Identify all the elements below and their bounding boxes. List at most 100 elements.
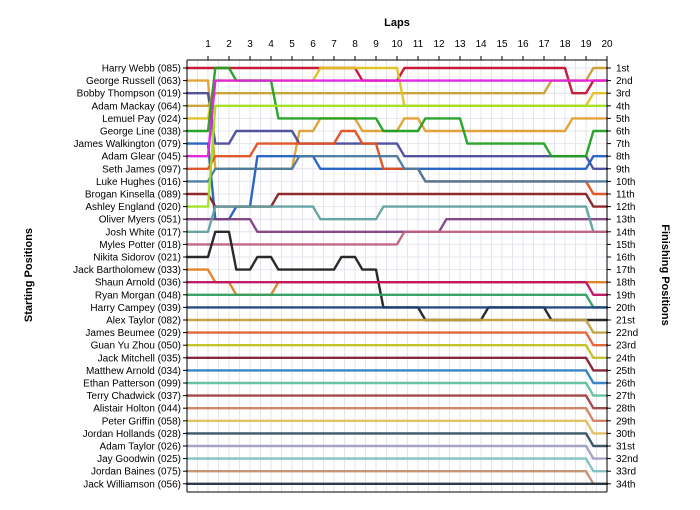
starting-driver-label: Luke Hughes (016) (96, 177, 181, 188)
finishing-position-label: 21st (616, 316, 635, 327)
finishing-position-label: 2nd (616, 76, 633, 87)
finishing-position-label: 28th (616, 404, 635, 415)
finishing-position-label: 27th (616, 391, 635, 402)
finishing-position-label: 30th (616, 429, 635, 440)
lap-tick-label: 7 (331, 39, 337, 50)
starting-driver-label: Alistair Holton (044) (93, 404, 181, 415)
finishing-position-label: 31st (616, 442, 635, 453)
lap-tick-label: 16 (517, 39, 529, 50)
starting-driver-label: Harry Webb (085) (102, 64, 181, 75)
starting-driver-label: Seth James (097) (102, 164, 181, 175)
finishing-position-label: 14th (616, 227, 635, 238)
lap-tick-label: 15 (496, 39, 508, 50)
starting-driver-label: Adam Taylor (026) (99, 442, 181, 453)
finishing-position-label: 32nd (616, 454, 638, 465)
lap-tick-label: 20 (601, 39, 613, 50)
starting-driver-label: Jack Bartholomew (033) (73, 265, 181, 276)
lap-tick-label: 9 (373, 39, 379, 50)
starting-driver-label: Bobby Thompson (019) (77, 89, 181, 100)
starting-driver-label: Ethan Patterson (099) (83, 379, 181, 390)
labels: 1 2 3 4 5 6 7 8 9 10 11 12 13 14 15 16 17 18 19 201st2nd3rd… (73, 39, 638, 490)
starting-driver-label: Josh White (017) (105, 227, 181, 238)
axes (183, 56, 611, 493)
lap-tick-label: 19 (580, 39, 592, 50)
series-line (185, 356, 609, 372)
finishing-position-label: 7th (616, 139, 630, 150)
finishing-position-label: 10th (616, 177, 635, 188)
starting-driver-label: Terry Chadwick (037) (87, 391, 181, 402)
series-line (185, 381, 609, 397)
lap-tick-label: 4 (268, 39, 274, 50)
finishing-position-label: 11th (616, 190, 635, 201)
left-axis-title: Starting Positions (23, 228, 35, 322)
finishing-position-label: 9th (616, 164, 630, 175)
series-line (185, 155, 609, 183)
starting-driver-label: Oliver Myers (051) (99, 215, 181, 226)
series-line (185, 432, 609, 448)
starting-driver-label: Alex Taylor (082) (106, 316, 181, 327)
lap-tick-label: 10 (391, 39, 403, 50)
finishing-position-label: 17th (616, 265, 635, 276)
right-axis-title: Finishing Positions (659, 224, 671, 325)
series-line (185, 318, 609, 334)
starting-driver-label: Harry Campey (039) (90, 303, 181, 314)
finishing-position-label: 29th (616, 416, 635, 427)
series-lines (185, 66, 609, 485)
lap-tick-label: 2 (226, 39, 232, 50)
starting-driver-label: George Line (038) (100, 127, 181, 138)
series-line (185, 394, 609, 410)
finishing-position-label: 24th (616, 353, 635, 364)
starting-driver-label: Ashley England (020) (85, 202, 181, 213)
series-line (185, 419, 609, 435)
starting-driver-label: Shaun Arnold (036) (95, 278, 181, 289)
series-line (185, 281, 609, 296)
finishing-position-label: 6th (616, 127, 630, 138)
starting-driver-label: Guan Yu Zhou (050) (91, 341, 181, 352)
series-line (185, 104, 609, 208)
finishing-position-label: 3rd (616, 89, 630, 100)
series-line (185, 331, 609, 347)
finishing-position-label: 8th (616, 152, 630, 163)
lap-tick-label: 17 (538, 39, 550, 50)
starting-driver-label: Jay Goodwin (025) (97, 454, 181, 465)
finishing-position-label: 23rd (616, 341, 636, 352)
series-line (185, 230, 609, 246)
finishing-position-label: 13th (616, 215, 635, 226)
starting-driver-label: Adam Mackay (064) (92, 101, 181, 112)
series-line (185, 344, 609, 359)
lap-tick-label: 8 (352, 39, 358, 50)
lap-tick-label: 6 (310, 39, 316, 50)
starting-driver-label: Adam Glear (045) (102, 152, 181, 163)
starting-driver-label: George Russell (063) (86, 76, 181, 87)
lap-tick-label: 3 (247, 39, 253, 50)
finishing-position-label: 25th (616, 366, 635, 377)
starting-driver-label: Jack Mitchell (035) (98, 353, 181, 364)
series-line (185, 205, 609, 233)
starting-driver-label: Peter Griffin (058) (102, 416, 181, 427)
finishing-position-label: 33rd (616, 467, 636, 478)
starting-driver-label: James Walkington (079) (74, 139, 181, 150)
starting-driver-label: Nikita Sidorov (021) (93, 253, 181, 264)
series-line (185, 407, 609, 422)
starting-driver-label: Jordan Hollands (028) (83, 429, 181, 440)
finishing-position-label: 26th (616, 379, 635, 390)
top-axis-title: Laps (384, 17, 410, 29)
starting-driver-label: Jack Williamson (056) (83, 479, 181, 490)
starting-driver-label: James Beumee (029) (85, 328, 181, 339)
starting-driver-label: Brogan Kinsella (089) (85, 190, 181, 201)
lap-tick-label: 18 (559, 39, 571, 50)
starting-driver-label: Lemuel Pay (024) (102, 114, 181, 125)
series-line (185, 66, 609, 95)
finishing-position-label: 1st (616, 64, 630, 75)
series-line (185, 79, 609, 158)
finishing-position-label: 4th (616, 101, 630, 112)
series-line (185, 218, 609, 233)
finishing-position-label: 22nd (616, 328, 638, 339)
finishing-position-label: 18th (616, 278, 635, 289)
lap-tick-label: 11 (413, 39, 424, 50)
finishing-position-label: 5th (616, 114, 630, 125)
series-line (185, 369, 609, 385)
series-line (185, 293, 609, 309)
series-line (185, 470, 609, 485)
